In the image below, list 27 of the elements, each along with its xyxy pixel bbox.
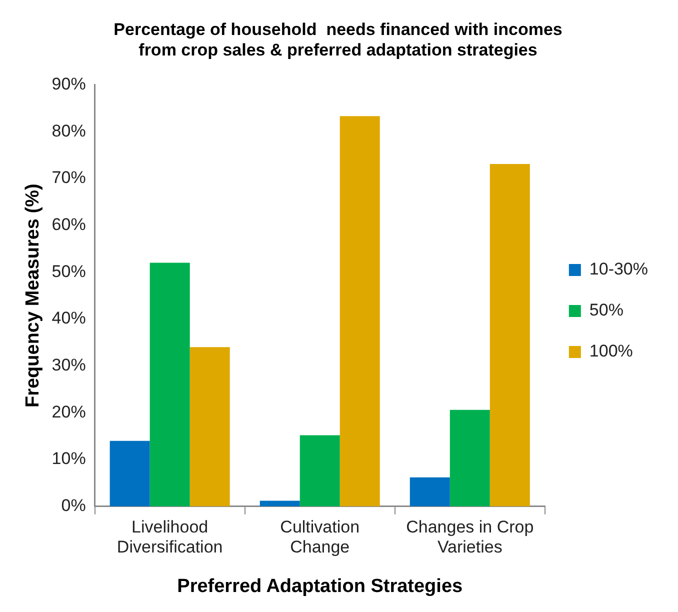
bar: [410, 477, 450, 506]
x-tick-label: Livelihood Diversification: [116, 517, 223, 557]
x-tick-label: Changes in Crop Varieties: [406, 517, 534, 557]
y-tick-label: 60%: [52, 215, 86, 234]
legend-label: 50%: [589, 300, 624, 320]
y-axis-title: Frequency Measures (%): [22, 184, 44, 408]
chart-title: Percentage of household needs financed with incomes from crop sales & preferred adaptation strategies: [114, 20, 562, 60]
y-tick-label: 50%: [52, 262, 86, 281]
x-tick-label: Cultivation Change: [280, 517, 360, 557]
bar: [450, 410, 490, 506]
y-tick-label: 10%: [52, 449, 86, 468]
bar: [340, 116, 380, 506]
x-axis-title: Preferred Adaptation Strategies: [177, 576, 463, 597]
bar: [110, 440, 150, 506]
bar: [490, 164, 530, 506]
y-tick-label: 30%: [52, 356, 86, 375]
y-tick-label: 0%: [61, 496, 86, 516]
y-tick-label: 20%: [52, 402, 86, 422]
y-tick-label: 40%: [52, 308, 86, 328]
legend-label: 100%: [589, 342, 633, 361]
bar: [150, 262, 190, 506]
y-tick-label: 80%: [52, 121, 86, 140]
bar: [190, 347, 230, 506]
y-tick-label: 70%: [52, 168, 86, 188]
legend-label: 10-30%: [589, 260, 648, 279]
bar: [300, 435, 340, 506]
y-tick-label: 90%: [52, 74, 86, 94]
